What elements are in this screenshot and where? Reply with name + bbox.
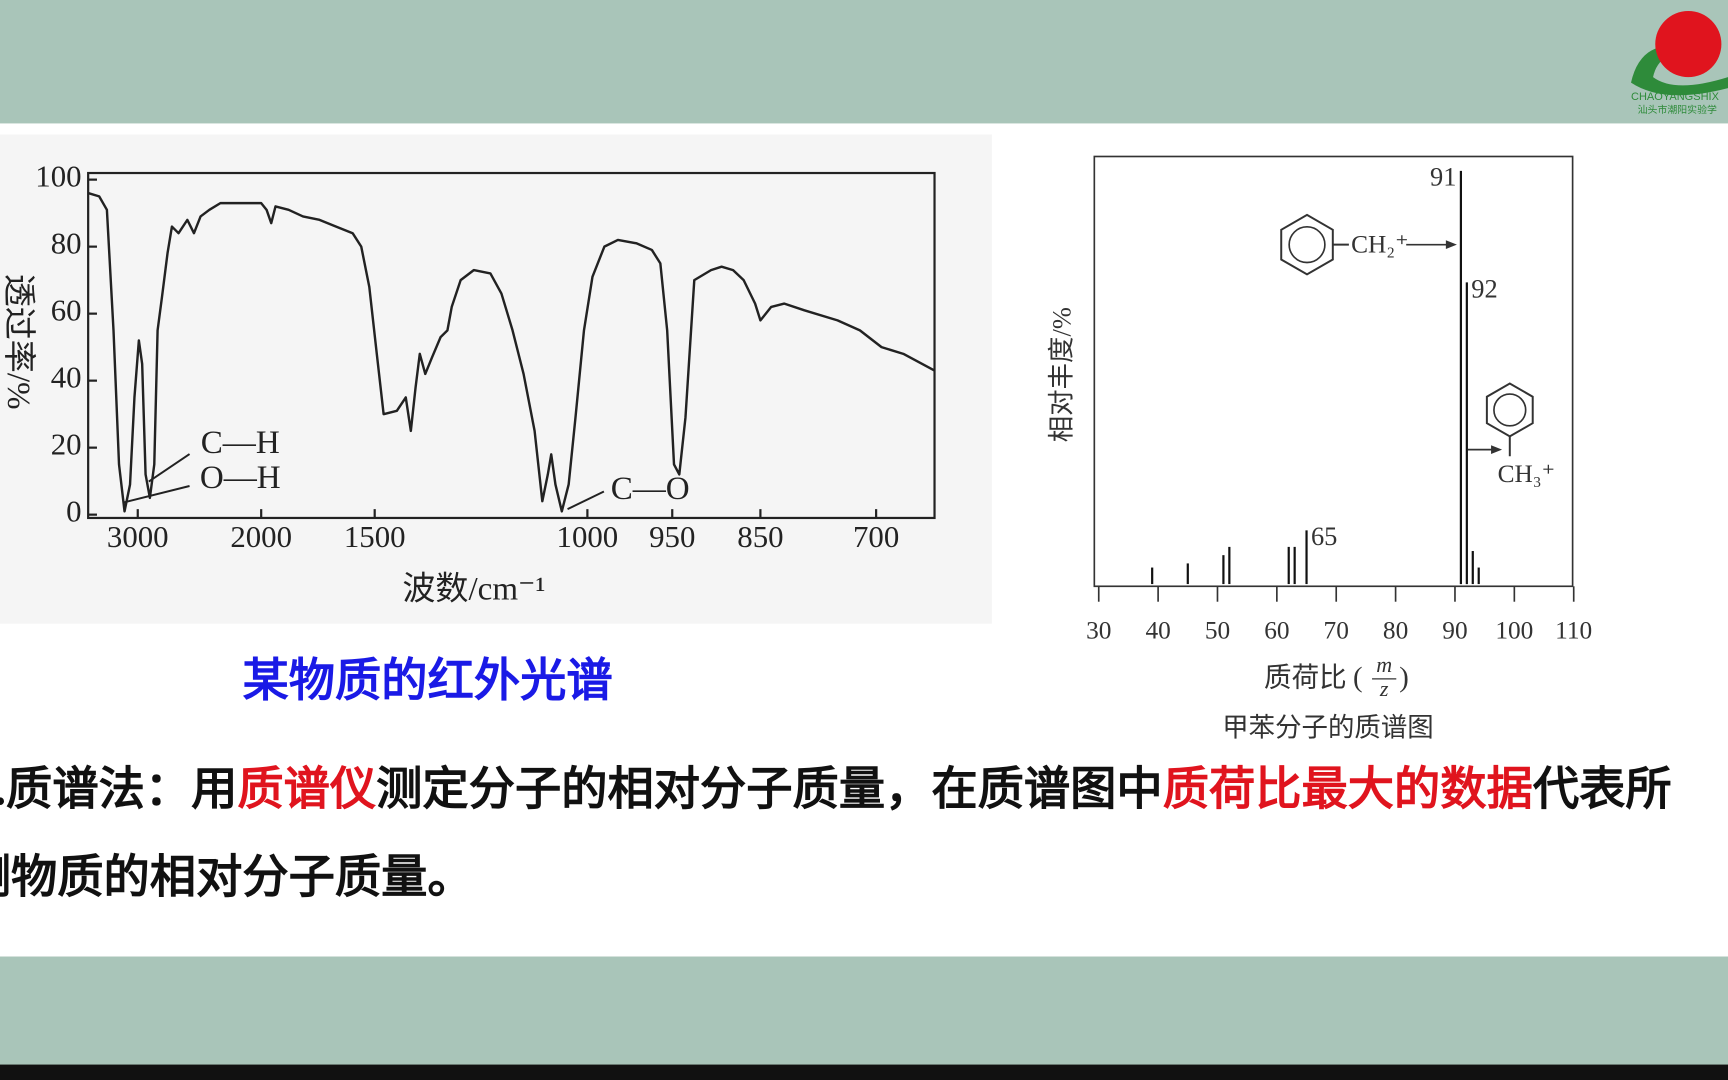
x-axis-label-m: m bbox=[1376, 652, 1392, 677]
top-band bbox=[0, 0, 1728, 124]
bottom-bar bbox=[0, 1064, 1728, 1080]
x-tick-label: 100 bbox=[1495, 616, 1533, 644]
x-axis-label-z: z bbox=[1379, 676, 1389, 701]
x-tick-label: 1500 bbox=[344, 520, 406, 554]
annotation: CH₂⁺ bbox=[1351, 231, 1408, 259]
x-axis-label-paren: ( bbox=[1353, 662, 1363, 694]
y-tick-label: 0 bbox=[66, 495, 81, 529]
x-tick-label: 3000 bbox=[107, 520, 169, 554]
logo-text: CHAOYANGSHIX bbox=[1631, 91, 1720, 103]
y-tick-label: 100 bbox=[35, 160, 81, 194]
text-run: 质荷比最大的数据 bbox=[1163, 763, 1533, 815]
paragraph-line: 2.质谱法：用质谱仪测定分子的相对分子质量，在质谱图中质荷比最大的数据代表所 bbox=[0, 763, 1672, 815]
peak-label: 65 bbox=[1311, 521, 1337, 551]
chart-title: 甲苯分子的质谱图 bbox=[1222, 713, 1434, 743]
benzene-ring bbox=[1280, 213, 1334, 276]
annotation: O—H bbox=[200, 460, 281, 496]
x-tick-label: 50 bbox=[1205, 616, 1230, 644]
x-tick-label: 950 bbox=[649, 520, 695, 554]
y-tick-label: 40 bbox=[51, 361, 82, 395]
text-run: 2.质谱法：用 bbox=[0, 763, 237, 815]
paragraph: 2.质谱法：用质谱仪测定分子的相对分子质量，在质谱图中质荷比最大的数据代表所测物… bbox=[0, 763, 1672, 903]
arrow-head bbox=[1445, 240, 1457, 250]
x-tick-label: 110 bbox=[1555, 616, 1592, 644]
annotation-leader bbox=[148, 453, 191, 483]
annotation-leader bbox=[567, 490, 605, 511]
x-tick-label: 30 bbox=[1086, 616, 1111, 644]
logo-swoosh bbox=[1631, 45, 1728, 96]
bottom-band bbox=[0, 956, 1728, 1065]
x-axis-label: 波数/cm⁻¹ bbox=[402, 570, 545, 607]
peak-label: 92 bbox=[1471, 273, 1497, 303]
y-axis-label: 相对丰度/% bbox=[1047, 307, 1077, 442]
x-tick-label: 60 bbox=[1264, 616, 1289, 644]
logo-sun bbox=[1655, 11, 1722, 78]
peak-label: 91 bbox=[1430, 162, 1456, 192]
x-axis-label: 质荷比 bbox=[1264, 661, 1347, 692]
ms-chart: 30 40 50 60 70 80 90 100 110 65 91 92 CH₂⁺ CH₃⁺ 质荷比( mz… bbox=[1047, 155, 1592, 743]
y-tick-label: 60 bbox=[51, 294, 82, 328]
x-axis-label-paren: ) bbox=[1399, 662, 1409, 694]
annotation-leader bbox=[123, 485, 190, 504]
x-tick-label: 2000 bbox=[230, 520, 292, 554]
benzene-ring-inner bbox=[1493, 393, 1527, 427]
text-run: 代表所 bbox=[1532, 763, 1672, 815]
x-tick-label: 40 bbox=[1145, 616, 1170, 644]
plot-frame bbox=[87, 171, 936, 520]
x-tick-label: 70 bbox=[1324, 616, 1349, 644]
text-run: 测物质的相对分子质量。 bbox=[0, 851, 474, 903]
x-tick-label: 700 bbox=[853, 520, 899, 554]
paragraph-line: 测物质的相对分子质量。 bbox=[0, 851, 474, 903]
annotation: C—O bbox=[611, 471, 690, 507]
ir-panel bbox=[0, 134, 992, 624]
benzene-ring-inner bbox=[1288, 225, 1326, 264]
text-run: 测定分子的相对分子质量，在质谱图中 bbox=[376, 763, 1163, 815]
x-tick-label: 1000 bbox=[557, 520, 619, 554]
ir-chart: 0 20 40 60 80 100 3000 2000 1500 1000 950 850 700 波数/… bbox=[0, 160, 936, 607]
y-axis-label: 透过率/% bbox=[0, 274, 37, 410]
text-run: 质谱仪 bbox=[237, 763, 377, 815]
plot-frame bbox=[1093, 155, 1574, 588]
logo-text: 汕头市潮阳实验学 bbox=[1638, 103, 1717, 116]
y-tick-label: 80 bbox=[51, 227, 82, 261]
annotation: C—H bbox=[201, 425, 280, 461]
x-tick-label: 850 bbox=[737, 520, 783, 554]
x-tick-label: 90 bbox=[1442, 616, 1467, 644]
logo: CHAOYANGSHIX 汕头市潮阳实验学 bbox=[1631, 11, 1728, 116]
ir-caption: 某物质的红外光谱 bbox=[243, 655, 613, 707]
spectrum-line bbox=[87, 191, 936, 513]
arrow-head bbox=[1491, 445, 1503, 455]
y-tick-label: 20 bbox=[51, 428, 82, 462]
annotation: CH₃⁺ bbox=[1498, 460, 1555, 488]
x-tick-label: 80 bbox=[1383, 616, 1408, 644]
